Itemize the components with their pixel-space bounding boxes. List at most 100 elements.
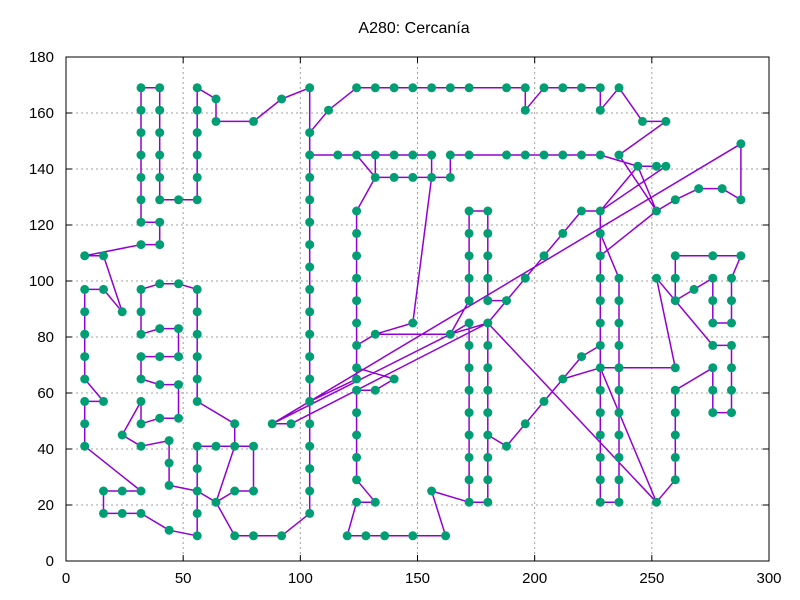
city-point <box>164 480 174 490</box>
chart-title: A280: Cercanía <box>358 20 469 37</box>
city-point <box>80 419 90 429</box>
city-point <box>520 105 530 115</box>
city-point <box>352 340 362 350</box>
city-point <box>595 408 605 418</box>
y-tick-label: 180 <box>29 49 54 66</box>
city-point <box>614 408 624 418</box>
city-point <box>539 150 549 160</box>
city-point <box>117 508 127 518</box>
city-point <box>595 475 605 485</box>
city-point <box>164 436 174 446</box>
city-point <box>192 307 202 317</box>
city-point <box>464 385 474 395</box>
city-point <box>136 329 146 339</box>
city-point <box>192 508 202 518</box>
city-point <box>502 150 511 160</box>
city-point <box>595 206 605 216</box>
city-point <box>305 172 315 182</box>
city-point <box>192 531 202 541</box>
city-point <box>192 464 202 474</box>
city-point <box>694 184 704 194</box>
city-point <box>174 279 183 289</box>
city-point <box>136 307 146 317</box>
city-point <box>408 150 418 160</box>
city-point <box>520 83 530 93</box>
city-point <box>661 116 671 126</box>
city-point <box>305 508 315 518</box>
city-point <box>155 380 165 390</box>
city-point <box>427 150 437 160</box>
city-point <box>136 128 146 138</box>
city-point <box>174 324 183 334</box>
city-point <box>558 150 568 160</box>
city-point <box>305 329 315 339</box>
city-point <box>192 105 202 115</box>
city-point <box>305 217 315 227</box>
city-point <box>305 307 315 317</box>
city-point <box>352 385 362 395</box>
city-point <box>727 385 736 395</box>
city-point <box>614 318 624 328</box>
city-point <box>389 172 399 182</box>
y-tick-label: 160 <box>29 105 54 122</box>
city-point <box>249 441 258 451</box>
city-point <box>305 128 315 138</box>
city-point <box>577 206 586 216</box>
y-tick-label: 100 <box>29 273 54 290</box>
city-point <box>174 195 183 205</box>
city-point <box>595 318 605 328</box>
city-point <box>408 83 418 93</box>
city-point <box>136 195 146 205</box>
city-point <box>483 497 493 507</box>
city-point <box>483 273 493 283</box>
city-point <box>230 531 240 541</box>
city-point <box>595 83 605 93</box>
x-tick-label: 150 <box>405 570 430 587</box>
city-point <box>277 94 287 104</box>
city-point <box>502 441 511 451</box>
city-point <box>614 83 624 93</box>
city-point <box>464 296 474 306</box>
city-layer <box>80 83 746 541</box>
city-point <box>614 452 624 462</box>
city-point <box>483 206 493 216</box>
city-point <box>211 497 221 507</box>
city-point <box>595 105 605 115</box>
city-point <box>595 452 605 462</box>
city-point <box>192 374 202 384</box>
city-point <box>689 284 699 294</box>
city-point <box>136 508 146 518</box>
x-tick-label: 200 <box>522 570 547 587</box>
city-point <box>352 475 362 485</box>
city-point <box>211 94 221 104</box>
city-point <box>230 441 240 451</box>
city-point <box>249 531 258 541</box>
city-point <box>727 363 736 373</box>
city-point <box>136 217 146 227</box>
city-point <box>595 340 605 350</box>
city-point <box>155 279 165 289</box>
city-point <box>192 284 202 294</box>
city-point <box>708 296 718 306</box>
city-point <box>155 105 165 115</box>
city-point <box>352 296 362 306</box>
city-point <box>736 139 746 149</box>
city-point <box>577 352 586 362</box>
city-point <box>155 172 165 182</box>
city-point <box>192 195 202 205</box>
x-tick-label: 50 <box>175 570 192 587</box>
city-point <box>333 150 343 160</box>
city-point <box>192 352 202 362</box>
city-point <box>408 531 418 541</box>
city-point <box>80 396 90 406</box>
city-point <box>370 150 380 160</box>
city-point <box>352 318 362 328</box>
city-point <box>445 329 455 339</box>
city-point <box>136 419 146 429</box>
city-point <box>352 251 362 261</box>
city-point <box>305 352 315 362</box>
city-point <box>708 363 718 373</box>
city-point <box>727 273 736 283</box>
city-point <box>483 363 493 373</box>
